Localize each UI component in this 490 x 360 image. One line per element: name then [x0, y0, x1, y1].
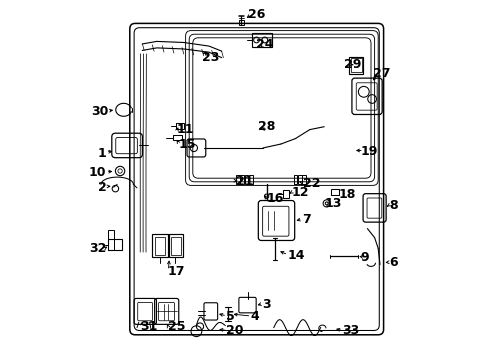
Bar	[249, 175, 252, 184]
Text: 8: 8	[389, 199, 397, 212]
Text: 14: 14	[288, 249, 305, 262]
Text: 5: 5	[226, 310, 235, 323]
Text: 18: 18	[339, 188, 356, 201]
Text: 27: 27	[373, 67, 391, 80]
Text: 23: 23	[202, 51, 219, 64]
Bar	[331, 189, 339, 195]
Bar	[169, 234, 183, 257]
Bar	[176, 123, 184, 129]
Text: 29: 29	[344, 58, 361, 71]
Text: 10: 10	[89, 166, 106, 179]
Bar	[155, 237, 166, 255]
Text: 30: 30	[91, 105, 108, 118]
Bar	[245, 175, 248, 184]
Bar	[298, 175, 301, 184]
Bar	[173, 135, 182, 140]
Text: 25: 25	[168, 320, 185, 333]
Bar	[108, 230, 114, 250]
Text: 22: 22	[303, 177, 320, 190]
Text: 12: 12	[292, 186, 309, 199]
Bar	[294, 175, 297, 184]
Text: 4: 4	[251, 310, 260, 323]
Bar	[240, 175, 244, 184]
Text: 1: 1	[98, 147, 106, 159]
Text: 31: 31	[141, 320, 158, 333]
Text: 33: 33	[342, 324, 360, 337]
Text: 15: 15	[178, 138, 196, 150]
Text: 6: 6	[389, 256, 397, 269]
Text: 32: 32	[89, 242, 106, 255]
Text: 24: 24	[256, 39, 273, 51]
Bar	[283, 190, 289, 198]
Text: 20: 20	[226, 324, 244, 337]
Bar	[252, 33, 272, 47]
Bar	[351, 58, 362, 72]
Text: 9: 9	[360, 251, 369, 264]
Text: 17: 17	[168, 265, 185, 278]
Text: 21: 21	[236, 175, 253, 188]
Text: 13: 13	[324, 197, 342, 210]
Bar	[239, 20, 244, 25]
Bar	[349, 57, 363, 74]
Bar	[152, 234, 168, 257]
Text: 3: 3	[262, 298, 271, 311]
Text: 26: 26	[248, 8, 265, 21]
Text: 2: 2	[98, 181, 106, 194]
Text: 16: 16	[267, 192, 284, 204]
Bar	[171, 237, 181, 255]
Text: 11: 11	[176, 123, 194, 136]
Text: 7: 7	[302, 213, 311, 226]
Text: 28: 28	[258, 120, 275, 132]
Text: 19: 19	[360, 145, 378, 158]
Bar	[236, 175, 240, 184]
Bar	[108, 239, 122, 250]
Bar	[302, 175, 306, 184]
